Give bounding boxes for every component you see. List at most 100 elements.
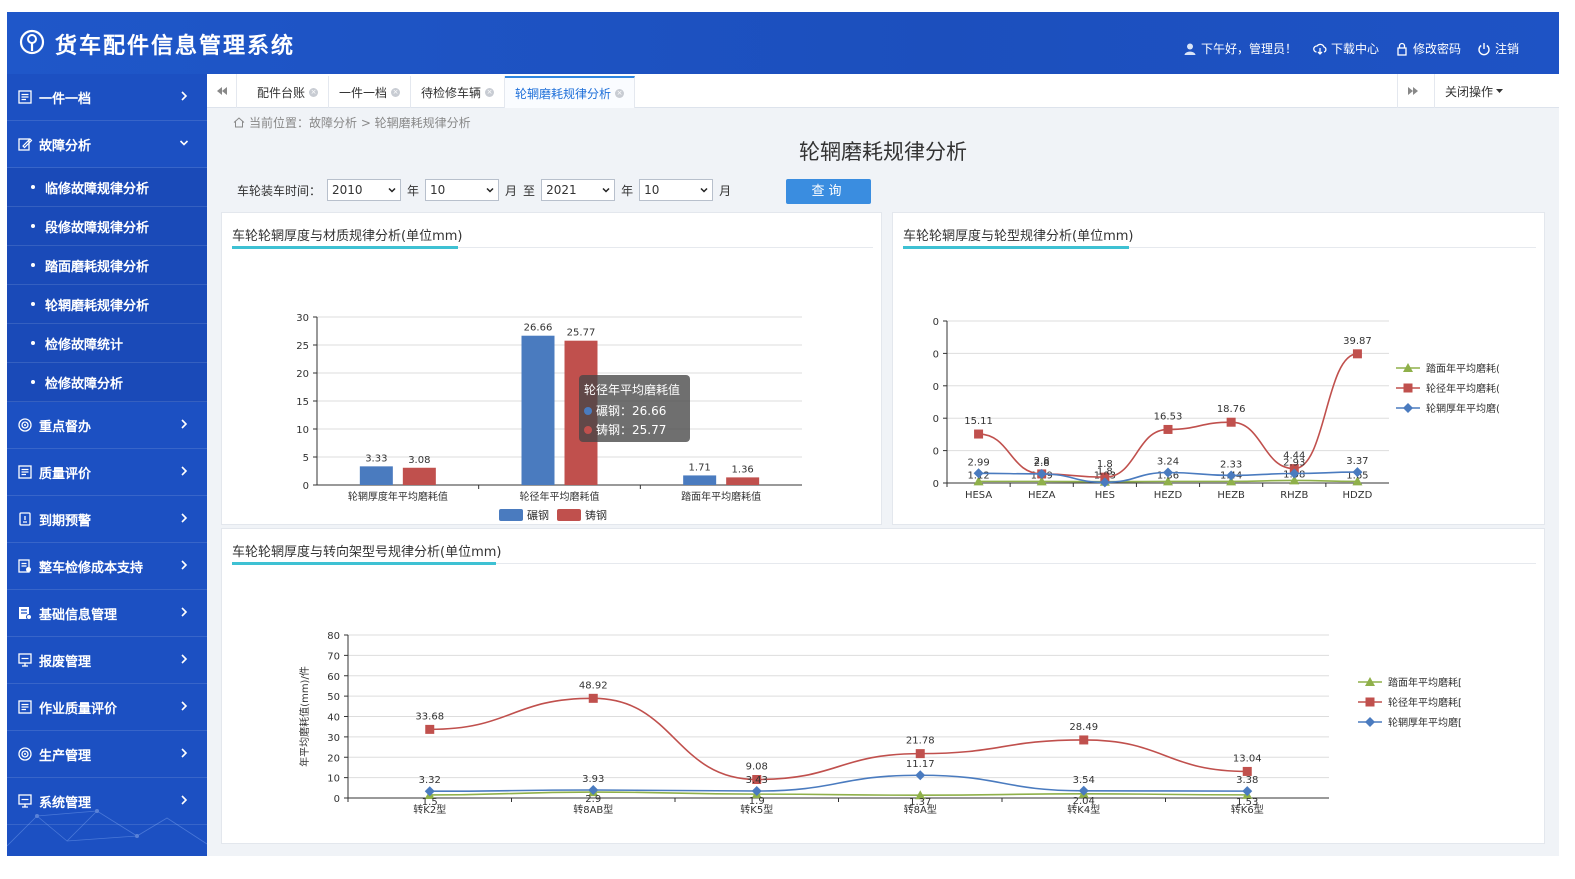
y-tick-label: 20 — [296, 369, 309, 380]
bar[interactable] — [402, 467, 436, 485]
data-point[interactable] — [1226, 470, 1237, 481]
tab-1[interactable]: 一件一档 × — [329, 76, 412, 108]
data-point[interactable] — [1078, 785, 1089, 796]
data-point[interactable] — [588, 784, 599, 795]
data-point[interactable] — [1036, 476, 1047, 486]
bogie-chart-title: 车轮轮辋厚度与转向架型号规律分析(单位mm) — [232, 545, 502, 560]
sidebar-subitem[interactable]: 临修故障规律分析 — [7, 168, 207, 207]
close-tab-icon[interactable]: × — [485, 87, 495, 97]
close-operations-label: 关闭操作 — [1444, 84, 1493, 99]
sidebar-item-4[interactable]: 到期预警 — [7, 496, 207, 543]
power-icon — [1478, 42, 1490, 55]
data-point[interactable] — [1226, 417, 1236, 427]
bar[interactable] — [521, 335, 555, 485]
point-value-label: 3.37 — [1346, 456, 1368, 467]
data-point[interactable] — [1163, 467, 1173, 478]
tooltip-line: 铸钢：25.77 — [596, 422, 666, 437]
sidebar-subitem[interactable]: 段修故障规律分析 — [7, 207, 207, 246]
data-point[interactable] — [1163, 424, 1173, 434]
start-month-select[interactable]: 10 — [425, 179, 500, 201]
tab-scroll-right-button[interactable] — [1397, 74, 1427, 108]
series-line[interactable] — [429, 774, 1248, 793]
data-point[interactable] — [973, 476, 984, 486]
tab-scroll-left-button[interactable] — [207, 74, 237, 108]
legend-marker[interactable] — [1403, 383, 1413, 393]
data-point[interactable] — [1352, 467, 1363, 478]
legend-marker[interactable] — [1403, 363, 1413, 372]
bar[interactable] — [359, 466, 393, 485]
logout-link[interactable]: 注销 — [1477, 40, 1519, 57]
sidebar-item-3[interactable]: 质量评价 — [7, 449, 207, 496]
close-tab-icon[interactable]: × — [309, 87, 319, 97]
sidebar-item-7[interactable]: 报废管理 — [7, 637, 207, 684]
data-point[interactable] — [1242, 786, 1253, 797]
tab-2[interactable]: 待检修车辆 × — [411, 76, 506, 108]
panel-title-underline — [232, 562, 496, 565]
point-value-label: 15.11 — [964, 416, 993, 427]
sidebar-item-10[interactable]: 系统管理 — [7, 778, 207, 825]
sidebar-item-5[interactable]: 整车检修成本支持 — [7, 543, 207, 590]
sidebar-item-1[interactable]: 故障分析 — [7, 121, 207, 168]
legend-marker[interactable] — [1365, 717, 1375, 727]
close-tab-icon[interactable]: × — [391, 87, 401, 97]
data-point[interactable] — [1100, 472, 1110, 482]
close-tab-icon[interactable]: × — [615, 88, 625, 98]
sidebar-subitem-label: 检修故障分析 — [45, 376, 124, 392]
change-password-link[interactable]: 修改密码 — [1395, 40, 1461, 57]
close-operations-menu[interactable]: 关闭操作 — [1433, 74, 1503, 108]
sidebar-item-6[interactable]: 基础信息管理 — [7, 590, 207, 637]
data-point[interactable] — [915, 790, 926, 800]
query-button[interactable]: 查询 — [786, 179, 871, 204]
legend-marker[interactable] — [1365, 697, 1375, 707]
data-point[interactable] — [588, 693, 598, 703]
data-point[interactable] — [425, 724, 435, 734]
data-point[interactable] — [424, 786, 435, 797]
data-point[interactable] — [973, 468, 984, 479]
tab-0[interactable]: 配件台账 × — [247, 76, 330, 108]
panel-divider — [232, 247, 873, 248]
series-line[interactable] — [429, 697, 1248, 781]
legend-marker[interactable] — [1403, 403, 1413, 413]
data-point[interactable] — [1226, 476, 1237, 486]
data-point[interactable] — [751, 786, 762, 797]
x-tick-label: 踏面年平均磨耗值 — [681, 490, 761, 503]
x-tick-label: 转K2型 — [413, 803, 446, 816]
data-point[interactable] — [1289, 475, 1300, 485]
start-year-value: 2010 — [332, 183, 363, 197]
tab-3[interactable]: 轮辋磨耗规律分析 × — [505, 76, 636, 108]
y-axis-label: 年平均磨耗值(mm)/件 — [298, 666, 311, 767]
legend-swatch[interactable] — [557, 509, 581, 521]
sidebar-subitem[interactable]: 踏面磨耗规律分析 — [7, 246, 207, 285]
data-point[interactable] — [1163, 476, 1173, 486]
sidebar-item-2[interactable]: 重点督办 — [7, 402, 207, 449]
data-point[interactable] — [1099, 477, 1110, 488]
data-point[interactable] — [1289, 468, 1300, 479]
data-point[interactable] — [1352, 349, 1362, 359]
data-point[interactable] — [1352, 476, 1363, 486]
panel-divider — [903, 247, 1536, 248]
start-year-select[interactable]: 2010 — [327, 179, 402, 201]
data-point[interactable] — [1079, 735, 1089, 745]
data-point[interactable] — [752, 774, 762, 784]
legend-marker[interactable] — [1365, 677, 1375, 686]
data-point[interactable] — [1242, 766, 1252, 776]
series-line[interactable] — [429, 791, 1248, 797]
sidebar-subitem[interactable]: 检修故障分析 — [7, 363, 207, 402]
sidebar-item-8[interactable]: 作业质量评价 — [7, 684, 207, 731]
bar[interactable] — [726, 477, 760, 485]
legend-label: 轮径年平均磨耗( — [1426, 382, 1500, 395]
end-year-select[interactable]: 2021 — [541, 179, 616, 201]
data-point[interactable] — [915, 770, 926, 781]
sidebar-subitem[interactable]: 轮辋磨耗规律分析 — [7, 285, 207, 324]
end-month-select[interactable]: 10 — [639, 179, 714, 201]
sidebar-item-9[interactable]: 生产管理 — [7, 731, 207, 778]
data-point[interactable] — [1036, 468, 1047, 479]
bar[interactable] — [683, 475, 717, 485]
chevron-right-icon — [179, 511, 189, 525]
sidebar-item-0[interactable]: 一件一档 — [7, 74, 207, 121]
sidebar-subitem[interactable]: 检修故障统计 — [7, 324, 207, 363]
data-point[interactable] — [915, 749, 925, 759]
legend-swatch[interactable] — [499, 509, 523, 521]
download-center-link[interactable]: 下载中心 — [1313, 40, 1379, 57]
data-point[interactable] — [974, 429, 984, 439]
